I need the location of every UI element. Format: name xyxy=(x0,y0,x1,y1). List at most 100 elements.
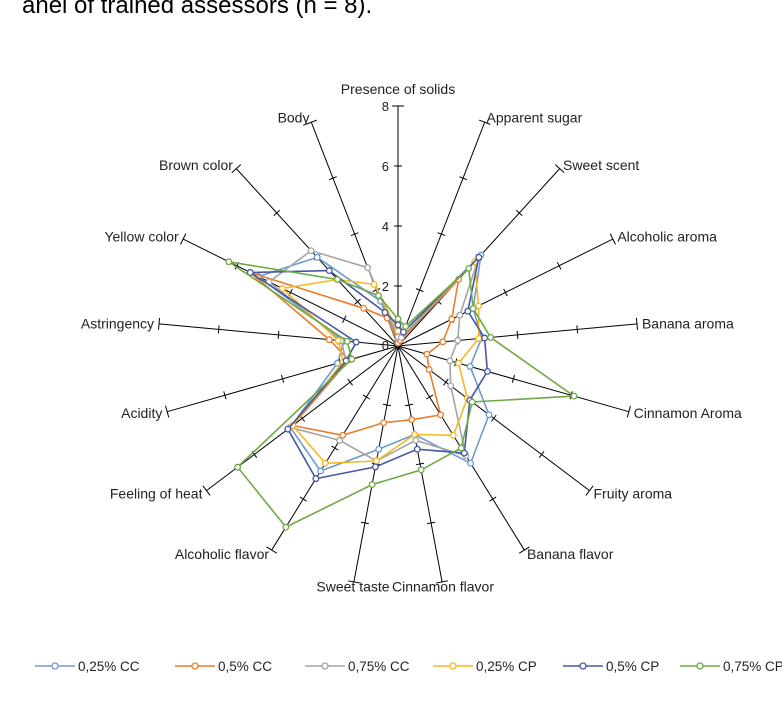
axis-tick-mark xyxy=(503,288,508,297)
legend-item-0-25-cc: 0,25% CC xyxy=(35,654,140,678)
axis-tick-mark xyxy=(635,317,639,330)
series-marker-0-75-cc xyxy=(336,436,344,444)
axis-tick-mark xyxy=(436,580,449,584)
axis-label-cinnamon-aroma: Cinnamon Aroma xyxy=(634,405,742,421)
series-marker-0-5-cp xyxy=(371,463,379,471)
series-marker-0-5-cp xyxy=(481,334,489,342)
series-marker-0-5-cc xyxy=(437,411,445,419)
series-marker-0-75-cc xyxy=(446,357,454,365)
axis-tick-mark xyxy=(217,325,220,334)
axis-tick-mark xyxy=(342,315,347,324)
series-marker-0-25-cp xyxy=(321,459,329,467)
series-marker-0-75-cp xyxy=(570,392,578,400)
legend-swatch-icon xyxy=(433,662,473,670)
series-marker-0-5-cc xyxy=(380,419,388,427)
axis-tick-mark xyxy=(556,261,562,270)
axis-tick-mark xyxy=(157,317,161,330)
axis-tick-mark xyxy=(360,521,369,525)
axis-label-cinnamon-flavor: Cinnamon flavor xyxy=(392,579,494,595)
series-line-0-25-cp xyxy=(280,260,480,465)
series-marker-0-5-cp xyxy=(312,475,320,483)
axis-label-banana-flavor: Banana flavor xyxy=(527,546,614,562)
axis-tick-mark xyxy=(405,403,414,407)
axis-tick-mark xyxy=(490,414,497,422)
series-marker-0-5-cp xyxy=(381,308,389,316)
series-marker-0-25-cp xyxy=(475,302,483,310)
legend-label: 0,5% CC xyxy=(218,658,273,674)
chart-legend: 0,25% CC 0,5% CC 0,75% CC 0,25% CP 0,5% CP 0,… xyxy=(0,654,782,678)
axis-tick-mark xyxy=(277,330,280,339)
series-marker-0-5-cp xyxy=(460,449,468,457)
series-marker-0-25-cp xyxy=(394,327,402,335)
series-marker-0-5-cp xyxy=(394,321,402,329)
radar-chart: Presence of solids Apparent sugar Sweet sc… xyxy=(81,81,742,595)
series-marker-0-25-cp xyxy=(411,431,418,438)
series-marker-0-5-cp xyxy=(399,328,407,336)
legend-item-0-75-cc: 0,75% CC xyxy=(305,654,410,678)
axis-tick-mark xyxy=(437,232,446,237)
series-marker-0-25-cp xyxy=(475,335,483,342)
axis-tick-mark xyxy=(305,119,318,125)
legend-label: 0,75% CC xyxy=(348,658,410,674)
axis-tick-mark xyxy=(609,233,616,245)
series-marker-0-5-cp xyxy=(483,368,491,375)
series-marker-0-75-cc xyxy=(397,334,405,342)
axis-label-apparent-sugar: Apparent sugar xyxy=(487,109,583,125)
series-line-0-75-cp xyxy=(228,261,577,529)
series-line-0-25-cc xyxy=(256,252,490,472)
series-marker-0-75-cp xyxy=(469,305,477,313)
axis-tick-mark xyxy=(350,232,359,237)
series-marker-0-5-cc xyxy=(408,416,416,424)
series-marker-0-75-cp xyxy=(225,258,233,266)
series-marker-0-25-cp xyxy=(373,457,380,465)
radial-tick-label: 0 xyxy=(382,338,389,353)
legend-item-0-5-cp: 0,5% CP xyxy=(563,654,659,678)
series-marker-0-75-cp xyxy=(402,322,410,330)
figure-caption: anel of trained assessors (n = 8). xyxy=(22,0,373,19)
axis-tick-mark xyxy=(585,485,594,496)
series-marker-0-5-cc xyxy=(339,431,347,439)
axis-tick-mark xyxy=(459,176,467,181)
series-marker-0-25-cp xyxy=(279,285,286,292)
legend-swatch-icon xyxy=(305,662,345,670)
axis-tick-mark xyxy=(354,298,361,305)
radial-tick-label: 6 xyxy=(382,159,389,174)
axis-tick-mark xyxy=(223,391,227,400)
axis-tick-mark xyxy=(273,209,281,217)
series-marker-0-75-cp xyxy=(348,355,356,363)
radial-tick-label: 2 xyxy=(382,279,389,294)
series-marker-0-75-cp xyxy=(234,463,242,471)
axis-tick-mark xyxy=(331,445,339,451)
series-marker-0-5-cp xyxy=(475,253,483,261)
axis-tick-mark xyxy=(538,450,545,458)
legend-swatch-icon xyxy=(680,662,720,670)
series-marker-0-25-cc xyxy=(467,459,475,467)
series-marker-0-5-cc xyxy=(360,304,368,312)
legend-swatch-icon xyxy=(175,662,215,670)
series-marker-0-75-cc xyxy=(456,311,464,319)
axis-label-body: Body xyxy=(278,109,310,125)
axis-label-fruity-aroma: Fruity aroma xyxy=(594,486,673,502)
axis-tick-mark xyxy=(347,580,360,584)
series-marker-0-75-cp xyxy=(457,444,465,452)
axis-label-yellow-color: Yellow color xyxy=(104,229,179,245)
axis-tick-mark xyxy=(416,462,425,466)
axis-label-acidity: Acidity xyxy=(121,405,162,421)
series-line-0-5-cp xyxy=(247,254,489,480)
series-marker-0-75-cc xyxy=(454,337,462,344)
axis-tick-mark xyxy=(516,330,519,339)
series-marker-0-25-cc xyxy=(485,411,493,419)
series-marker-0-5-cp xyxy=(413,445,421,453)
axis-tick-mark xyxy=(180,233,187,245)
axis-label-sweet-scent: Sweet scent xyxy=(563,157,639,173)
axis-tick-mark xyxy=(554,164,565,174)
series-marker-0-25-cc xyxy=(375,445,383,453)
axis-label-astringency: Astringency xyxy=(81,315,154,331)
legend-label: 0,5% CP xyxy=(606,658,660,674)
series-marker-0-75-cc xyxy=(307,247,315,255)
series-marker-0-75-cp xyxy=(468,398,476,406)
series-marker-0-75-cp xyxy=(333,276,341,283)
axis-tick-mark xyxy=(415,288,424,292)
series-marker-0-75-cp xyxy=(282,523,290,531)
axis-tick-mark xyxy=(576,325,579,334)
